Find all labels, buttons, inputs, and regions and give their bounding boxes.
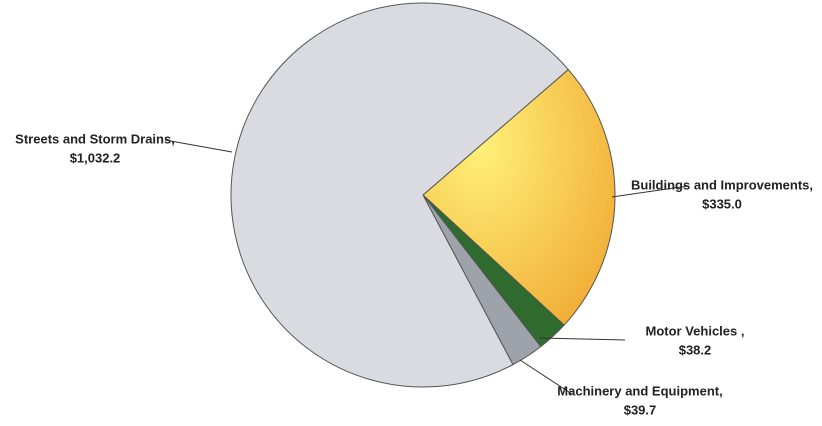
slice-value: $38.2 — [679, 342, 712, 357]
slice-label: Machinery and Equipment, — [557, 383, 722, 398]
slice-value: $39.7 — [624, 402, 657, 417]
slice-value: $335.0 — [702, 196, 742, 211]
slice-label: Buildings and Improvements, — [631, 177, 813, 192]
leader-line — [611, 185, 689, 198]
leader-line — [519, 359, 573, 395]
slice-label: Motor Vehicles , — [646, 323, 745, 338]
slice-value: $1,032.2 — [70, 150, 121, 165]
pie-slice — [422, 68, 616, 326]
pie-slice — [230, 2, 570, 388]
slice-label: Streets and Storm Drains, — [15, 131, 175, 146]
leader-line — [164, 139, 233, 153]
leader-line — [539, 337, 626, 341]
